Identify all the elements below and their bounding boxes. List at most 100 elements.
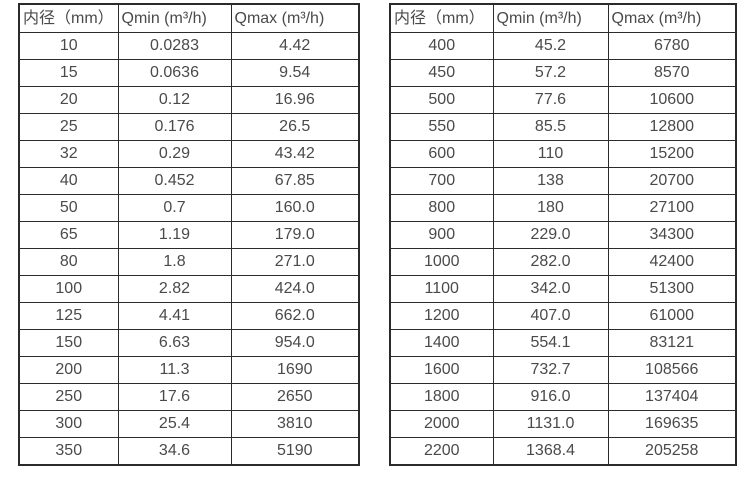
table-row: 10 0.0283 4.42 — [18, 32, 360, 60]
table-cell: 12800 — [607, 113, 737, 141]
table-cell: 17.6 — [117, 383, 232, 411]
table-cell: 179.0 — [230, 221, 360, 249]
table-row: 2200 1368.4 205258 — [389, 437, 737, 466]
table-row: 65 1.19 179.0 — [18, 221, 360, 249]
table-cell: 3810 — [230, 410, 360, 438]
table-cell: 0.12 — [117, 86, 232, 114]
table-row: 15 0.0636 9.54 — [18, 59, 360, 87]
table-header-row: 内径（mm） Qmin (m³/h) Qmax (m³/h) — [389, 3, 737, 33]
table-cell: 11.3 — [117, 356, 232, 384]
table-cell: 600 — [389, 140, 494, 168]
table-cell: 34300 — [607, 221, 737, 249]
table-row: 1600 732.7 108566 — [389, 356, 737, 384]
table-cell: 150 — [18, 329, 119, 357]
table-cell: 50 — [18, 194, 119, 222]
table-header: 内径（mm） Qmin (m³/h) Qmax (m³/h) — [389, 3, 737, 33]
column-header: Qmax (m³/h) — [607, 3, 737, 33]
table-cell: 26.5 — [230, 113, 360, 141]
flow-rate-table-small-diameters: 内径（mm） Qmin (m³/h) Qmax (m³/h) 10 0.0283 4.4… — [18, 3, 360, 466]
table-row: 25 0.176 26.5 — [18, 113, 360, 141]
table-cell: 45.2 — [492, 32, 609, 60]
table-row: 100 2.82 424.0 — [18, 275, 360, 303]
table-cell: 700 — [389, 167, 494, 195]
table-cell: 125 — [18, 302, 119, 330]
table-cell: 1000 — [389, 248, 494, 276]
table-row: 1000 282.0 42400 — [389, 248, 737, 276]
table-row: 250 17.6 2650 — [18, 383, 360, 411]
table-cell: 138 — [492, 167, 609, 195]
table-cell: 2.82 — [117, 275, 232, 303]
table-cell: 954.0 — [230, 329, 360, 357]
table-row: 80 1.8 271.0 — [18, 248, 360, 276]
table-cell: 110 — [492, 140, 609, 168]
table-cell: 15 — [18, 59, 119, 87]
table-cell: 1800 — [389, 383, 494, 411]
table-cell: 10600 — [607, 86, 737, 114]
table-cell: 2650 — [230, 383, 360, 411]
table-cell: 4.42 — [230, 32, 360, 60]
table-cell: 61000 — [607, 302, 737, 330]
table-cell: 407.0 — [492, 302, 609, 330]
table-row: 1200 407.0 61000 — [389, 302, 737, 330]
table-cell: 15200 — [607, 140, 737, 168]
table-row: 400 45.2 6780 — [389, 32, 737, 60]
table-cell: 83121 — [607, 329, 737, 357]
table-cell: 0.0636 — [117, 59, 232, 87]
table-row: 125 4.41 662.0 — [18, 302, 360, 330]
table-row: 550 85.5 12800 — [389, 113, 737, 141]
table-row: 300 25.4 3810 — [18, 410, 360, 438]
table-cell: 16.96 — [230, 86, 360, 114]
table-cell: 662.0 — [230, 302, 360, 330]
table-cell: 1100 — [389, 275, 494, 303]
table-row: 32 0.29 43.42 — [18, 140, 360, 168]
table-cell: 57.2 — [492, 59, 609, 87]
column-header: Qmax (m³/h) — [230, 3, 360, 33]
table-cell: 205258 — [607, 437, 737, 466]
table-row: 700 138 20700 — [389, 167, 737, 195]
table-header: 内径（mm） Qmin (m³/h) Qmax (m³/h) — [18, 3, 360, 33]
table-cell: 282.0 — [492, 248, 609, 276]
table-cell: 250 — [18, 383, 119, 411]
table-row: 500 77.6 10600 — [389, 86, 737, 114]
table-cell: 0.0283 — [117, 32, 232, 60]
table-cell: 4.41 — [117, 302, 232, 330]
table-cell: 732.7 — [492, 356, 609, 384]
table-cell: 1600 — [389, 356, 494, 384]
table-row: 1400 554.1 83121 — [389, 329, 737, 357]
table-cell: 8570 — [607, 59, 737, 87]
table-cell: 160.0 — [230, 194, 360, 222]
column-header: 内径（mm） — [389, 3, 494, 33]
table-row: 50 0.7 160.0 — [18, 194, 360, 222]
table-cell: 42400 — [607, 248, 737, 276]
table-cell: 1.19 — [117, 221, 232, 249]
table-cell: 271.0 — [230, 248, 360, 276]
table-cell: 800 — [389, 194, 494, 222]
table-row: 1800 916.0 137404 — [389, 383, 737, 411]
table-cell: 67.85 — [230, 167, 360, 195]
table-cell: 2200 — [389, 437, 494, 466]
column-header: Qmin (m³/h) — [492, 3, 609, 33]
column-header: 内径（mm） — [18, 3, 119, 33]
table-cell: 424.0 — [230, 275, 360, 303]
table-row: 1100 342.0 51300 — [389, 275, 737, 303]
table-cell: 180 — [492, 194, 609, 222]
table-cell: 2000 — [389, 410, 494, 438]
table-cell: 916.0 — [492, 383, 609, 411]
table-cell: 34.6 — [117, 437, 232, 466]
table-cell: 1.8 — [117, 248, 232, 276]
table-row: 40 0.452 67.85 — [18, 167, 360, 195]
table-cell: 80 — [18, 248, 119, 276]
table-cell: 229.0 — [492, 221, 609, 249]
table-cell: 400 — [389, 32, 494, 60]
table-cell: 169635 — [607, 410, 737, 438]
table-cell: 51300 — [607, 275, 737, 303]
table-cell: 40 — [18, 167, 119, 195]
table-cell: 10 — [18, 32, 119, 60]
table-cell: 1400 — [389, 329, 494, 357]
table-cell: 0.176 — [117, 113, 232, 141]
table-cell: 1131.0 — [492, 410, 609, 438]
table-cell: 100 — [18, 275, 119, 303]
table-row: 450 57.2 8570 — [389, 59, 737, 87]
table-cell: 77.6 — [492, 86, 609, 114]
